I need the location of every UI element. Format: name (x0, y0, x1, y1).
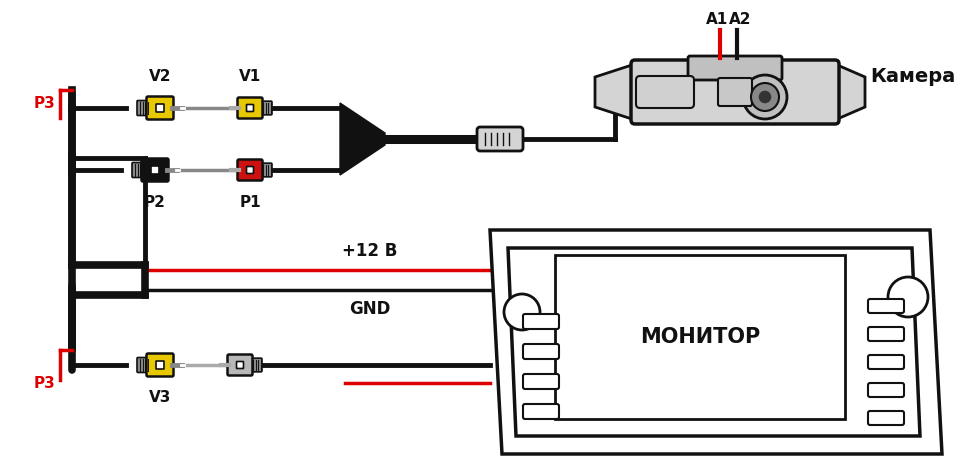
Circle shape (888, 277, 928, 317)
FancyBboxPatch shape (868, 299, 904, 313)
Text: Камера: Камера (870, 67, 955, 86)
Text: P3: P3 (34, 96, 55, 111)
FancyBboxPatch shape (523, 404, 559, 419)
Circle shape (743, 75, 787, 119)
FancyBboxPatch shape (868, 383, 904, 397)
Text: V2: V2 (149, 69, 171, 84)
Polygon shape (595, 64, 635, 120)
FancyBboxPatch shape (147, 96, 174, 119)
Text: V1: V1 (239, 69, 261, 84)
FancyBboxPatch shape (236, 362, 244, 369)
FancyBboxPatch shape (868, 327, 904, 341)
FancyBboxPatch shape (523, 314, 559, 329)
FancyBboxPatch shape (523, 344, 559, 359)
Text: GND: GND (349, 300, 391, 318)
FancyBboxPatch shape (137, 101, 149, 116)
FancyBboxPatch shape (523, 374, 559, 389)
FancyBboxPatch shape (137, 357, 149, 372)
FancyBboxPatch shape (237, 98, 262, 118)
FancyBboxPatch shape (868, 355, 904, 369)
FancyBboxPatch shape (156, 361, 164, 369)
Text: P1: P1 (239, 195, 261, 210)
Polygon shape (835, 64, 865, 120)
FancyBboxPatch shape (260, 101, 272, 115)
FancyBboxPatch shape (132, 162, 144, 177)
FancyBboxPatch shape (555, 255, 845, 419)
FancyBboxPatch shape (868, 411, 904, 425)
Polygon shape (340, 103, 385, 175)
Circle shape (758, 90, 772, 104)
FancyBboxPatch shape (237, 160, 262, 180)
Text: МОНИТОР: МОНИТОР (640, 327, 760, 347)
FancyBboxPatch shape (247, 167, 253, 174)
Text: +12 В: +12 В (343, 242, 397, 260)
Text: P2: P2 (144, 195, 166, 210)
Text: A2: A2 (729, 12, 752, 27)
FancyBboxPatch shape (228, 354, 252, 376)
Circle shape (504, 294, 540, 330)
FancyBboxPatch shape (247, 104, 253, 111)
FancyBboxPatch shape (156, 104, 164, 112)
Text: A1: A1 (706, 12, 728, 27)
FancyBboxPatch shape (631, 60, 839, 124)
FancyBboxPatch shape (636, 76, 694, 108)
FancyBboxPatch shape (477, 127, 523, 151)
FancyBboxPatch shape (250, 358, 262, 372)
Polygon shape (508, 248, 920, 436)
Text: V3: V3 (149, 390, 171, 405)
FancyBboxPatch shape (151, 166, 159, 174)
Polygon shape (490, 230, 942, 454)
Text: P3: P3 (34, 376, 55, 390)
FancyBboxPatch shape (718, 78, 752, 106)
FancyBboxPatch shape (260, 163, 272, 177)
Circle shape (751, 83, 779, 111)
FancyBboxPatch shape (147, 354, 174, 377)
FancyBboxPatch shape (141, 159, 169, 182)
FancyBboxPatch shape (688, 56, 782, 80)
